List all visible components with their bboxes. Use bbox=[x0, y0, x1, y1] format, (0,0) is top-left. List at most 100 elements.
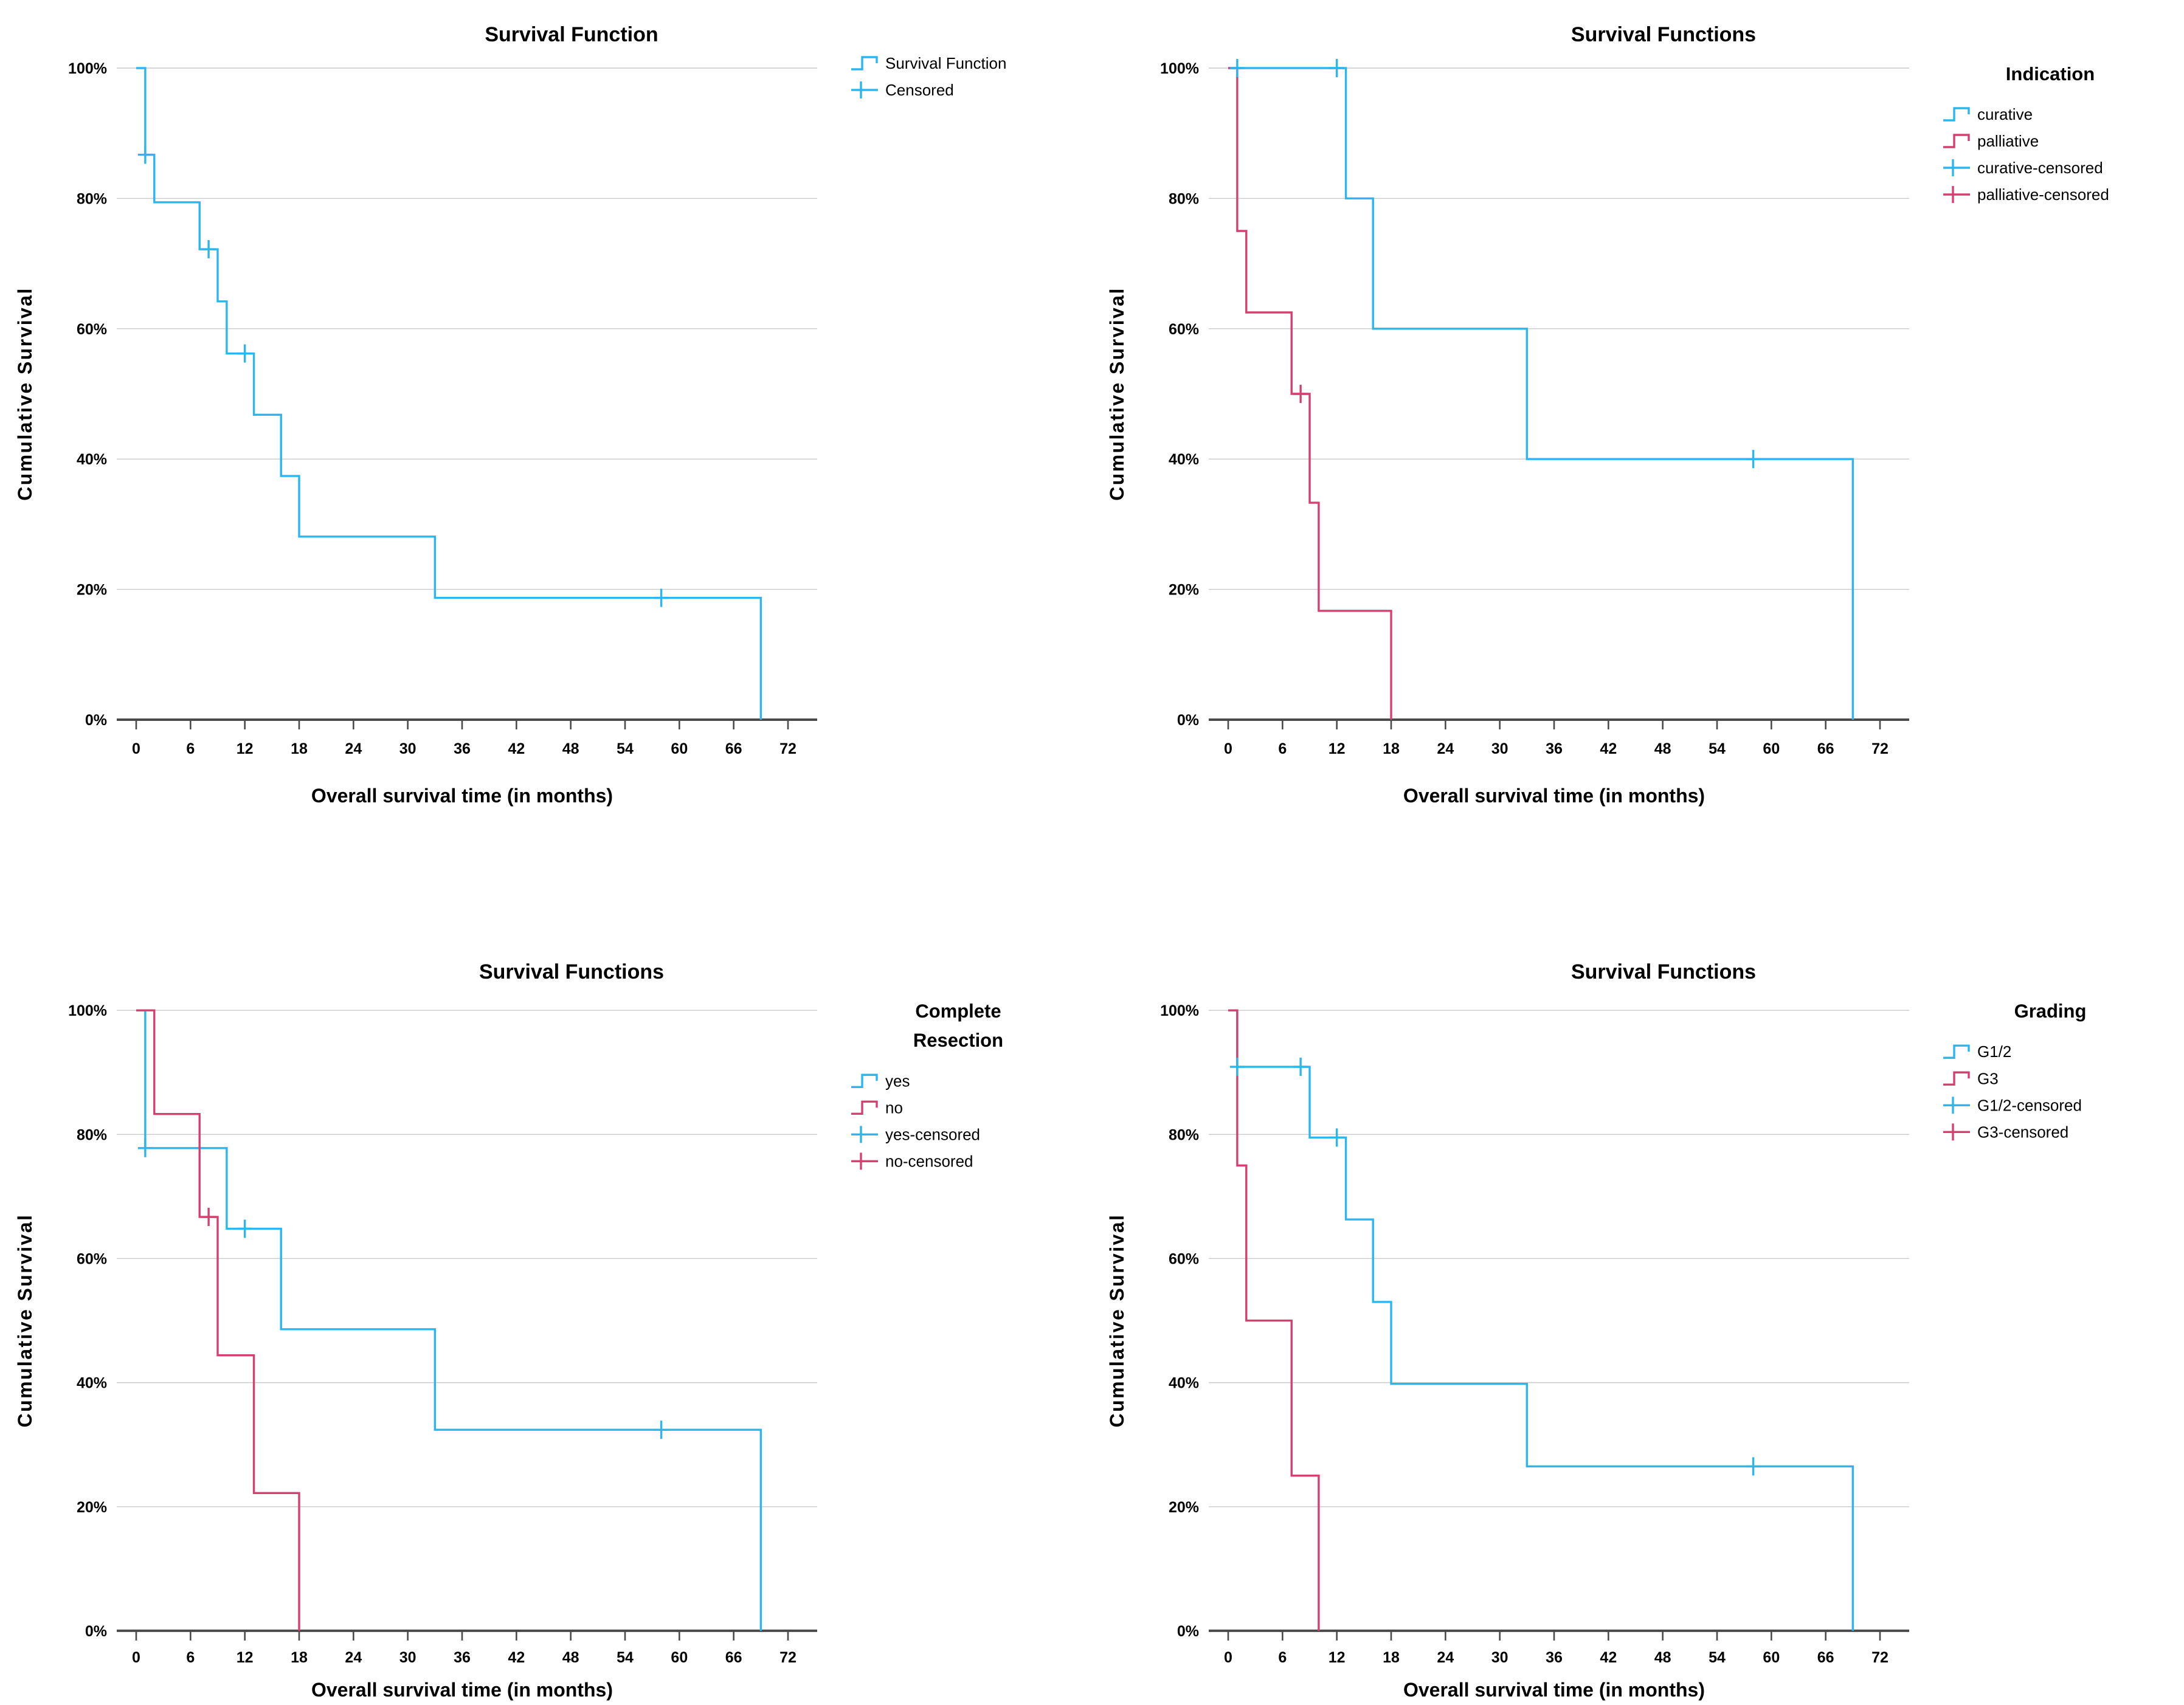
censor-mark-survival-function bbox=[137, 145, 153, 164]
legend-entry-label: G1/2 bbox=[1977, 1042, 2011, 1061]
x-tick-label: 12 bbox=[1329, 740, 1346, 757]
x-tick-label: 24 bbox=[1437, 1649, 1454, 1666]
legend-title: Indication bbox=[2006, 63, 2095, 84]
y-axis-label: Cumulative Survival bbox=[14, 287, 36, 501]
legend-censored-glyph bbox=[1943, 1097, 1970, 1114]
x-tick-label: 30 bbox=[399, 740, 416, 757]
x-tick-label: 0 bbox=[1224, 1649, 1232, 1666]
x-tick-label: 66 bbox=[1817, 740, 1834, 757]
x-tick-label: 6 bbox=[186, 740, 195, 757]
x-tick-label: 12 bbox=[1329, 1649, 1346, 1666]
x-tick-label: 6 bbox=[1278, 740, 1287, 757]
y-axis-label: Cumulative Survival bbox=[14, 1214, 36, 1428]
x-axis-label: Overall survival time (in months) bbox=[311, 785, 613, 807]
x-tick-label: 36 bbox=[1546, 1649, 1563, 1666]
y-tick-label: 60% bbox=[77, 321, 107, 338]
y-tick-label: 0% bbox=[85, 712, 107, 729]
chart-title: Survival Functions bbox=[1571, 23, 1756, 46]
legend-entry-label: curative-censored bbox=[1977, 159, 2103, 177]
x-tick-label: 48 bbox=[562, 740, 579, 757]
legend-entry-label: Survival Function bbox=[885, 54, 1006, 72]
x-tick-label: 0 bbox=[132, 1649, 140, 1666]
censor-mark-survival-function bbox=[237, 344, 252, 363]
x-tick-label: 60 bbox=[1763, 740, 1780, 757]
x-tick-label: 24 bbox=[345, 740, 362, 757]
x-tick-label: 72 bbox=[779, 1649, 797, 1666]
x-tick-label: 0 bbox=[1224, 740, 1232, 757]
legend-entry-label: yes-censored bbox=[885, 1125, 980, 1143]
x-tick-label: 36 bbox=[454, 1649, 471, 1666]
y-tick-label: 100% bbox=[68, 60, 107, 77]
km-chart-indication: 0 6 12 18 24 30 36 42 48 54 60 66 72 0% 20% 40% 60% 80% 10… bbox=[1092, 0, 2184, 852]
x-tick-label: 18 bbox=[1383, 1649, 1400, 1666]
censor-mark-yes bbox=[654, 1421, 669, 1439]
km-chart-overall-survival-canvas: 0 6 12 18 24 30 36 42 48 54 60 66 72 0% 20% 40% 60% 80% 10… bbox=[14, 23, 1006, 807]
y-tick-label: 0% bbox=[1177, 1623, 1199, 1640]
survival-curve-g1-2 bbox=[1228, 1009, 1854, 1631]
y-tick-label: 20% bbox=[77, 1499, 107, 1516]
y-tick-label: 40% bbox=[77, 1375, 107, 1392]
legend-entry-label: yes bbox=[885, 1072, 910, 1090]
x-tick-label: 54 bbox=[617, 1649, 634, 1666]
x-tick-label: 60 bbox=[671, 1649, 688, 1666]
legend-entry-label: curative bbox=[1977, 105, 2033, 123]
x-tick-label: 18 bbox=[1383, 740, 1400, 757]
censor-mark-curative bbox=[1229, 59, 1245, 77]
x-tick-label: 48 bbox=[1654, 1649, 1671, 1666]
survival-curve-no bbox=[136, 1009, 300, 1631]
y-tick-label: 60% bbox=[1169, 321, 1199, 338]
km-chart-complete-resection: 0 6 12 18 24 30 36 42 48 54 60 66 72 0% 20% 40% 60% 80% 10… bbox=[0, 852, 1092, 1705]
legend-step-glyph bbox=[851, 56, 878, 71]
km-chart-complete-resection-canvas: 0 6 12 18 24 30 36 42 48 54 60 66 72 0% 20% 40% 60% 80% 10… bbox=[14, 960, 1003, 1701]
x-tick-label: 12 bbox=[237, 1649, 254, 1666]
x-tick-label: 6 bbox=[1278, 1649, 1287, 1666]
x-tick-label: 18 bbox=[291, 740, 308, 757]
x-tick-label: 30 bbox=[1491, 1649, 1508, 1666]
x-tick-label: 36 bbox=[454, 740, 471, 757]
x-tick-label: 36 bbox=[1546, 740, 1563, 757]
censor-mark-no bbox=[201, 1208, 216, 1227]
survival-curve-survival-function bbox=[136, 67, 762, 720]
x-axis-label: Overall survival time (in months) bbox=[1403, 1679, 1705, 1701]
y-tick-label: 100% bbox=[68, 1002, 107, 1019]
censor-mark-curative bbox=[1746, 450, 1761, 469]
censor-mark-curative bbox=[1329, 59, 1344, 77]
y-tick-label: 80% bbox=[1169, 1126, 1199, 1143]
x-tick-label: 24 bbox=[1437, 740, 1454, 757]
x-axis-label: Overall survival time (in months) bbox=[1403, 785, 1705, 807]
y-tick-label: 80% bbox=[1169, 190, 1199, 207]
y-tick-label: 100% bbox=[1160, 60, 1199, 77]
x-tick-label: 42 bbox=[508, 1649, 525, 1666]
x-tick-label: 42 bbox=[1600, 1649, 1617, 1666]
legend-censored-glyph bbox=[1943, 159, 1970, 176]
y-tick-label: 40% bbox=[1169, 451, 1199, 468]
y-tick-label: 60% bbox=[1169, 1250, 1199, 1267]
x-tick-label: 66 bbox=[725, 740, 742, 757]
legend-censored-glyph bbox=[851, 81, 878, 98]
survival-curve-palliative bbox=[1228, 67, 1392, 720]
censor-mark-g1-2 bbox=[1293, 1058, 1308, 1076]
x-tick-label: 0 bbox=[132, 740, 140, 757]
survival-curve-g3 bbox=[1228, 1009, 1320, 1631]
censor-mark-survival-function bbox=[654, 588, 669, 607]
x-tick-label: 66 bbox=[1817, 1649, 1834, 1666]
x-tick-label: 66 bbox=[725, 1649, 742, 1666]
x-tick-label: 54 bbox=[1709, 1649, 1726, 1666]
legend-title: Complete bbox=[915, 1001, 1001, 1022]
km-chart-indication-canvas: 0 6 12 18 24 30 36 42 48 54 60 66 72 0% 20% 40% 60% 80% 10… bbox=[1106, 23, 2109, 807]
censor-mark-palliative bbox=[1293, 385, 1308, 403]
x-tick-label: 48 bbox=[1654, 740, 1671, 757]
legend-entry-label: G3-censored bbox=[1977, 1123, 2068, 1141]
chart-title: Survival Functions bbox=[479, 960, 664, 983]
x-tick-label: 42 bbox=[1600, 740, 1617, 757]
legend-entry-label: G3 bbox=[1977, 1069, 1999, 1087]
km-chart-grading-canvas: 0 6 12 18 24 30 36 42 48 54 60 66 72 0% 20% 40% 60% 80% 10… bbox=[1106, 960, 2086, 1701]
legend-step-glyph bbox=[851, 1100, 878, 1115]
y-tick-label: 20% bbox=[1169, 1499, 1199, 1516]
x-tick-label: 18 bbox=[291, 1649, 308, 1666]
legend-censored-glyph bbox=[851, 1152, 878, 1170]
x-axis-label: Overall survival time (in months) bbox=[311, 1679, 613, 1701]
km-chart-overall-survival: 0 6 12 18 24 30 36 42 48 54 60 66 72 0% 20% 40% 60% 80% 10… bbox=[0, 0, 1092, 852]
legend-step-glyph bbox=[1943, 1044, 1970, 1059]
x-tick-label: 42 bbox=[508, 740, 525, 757]
